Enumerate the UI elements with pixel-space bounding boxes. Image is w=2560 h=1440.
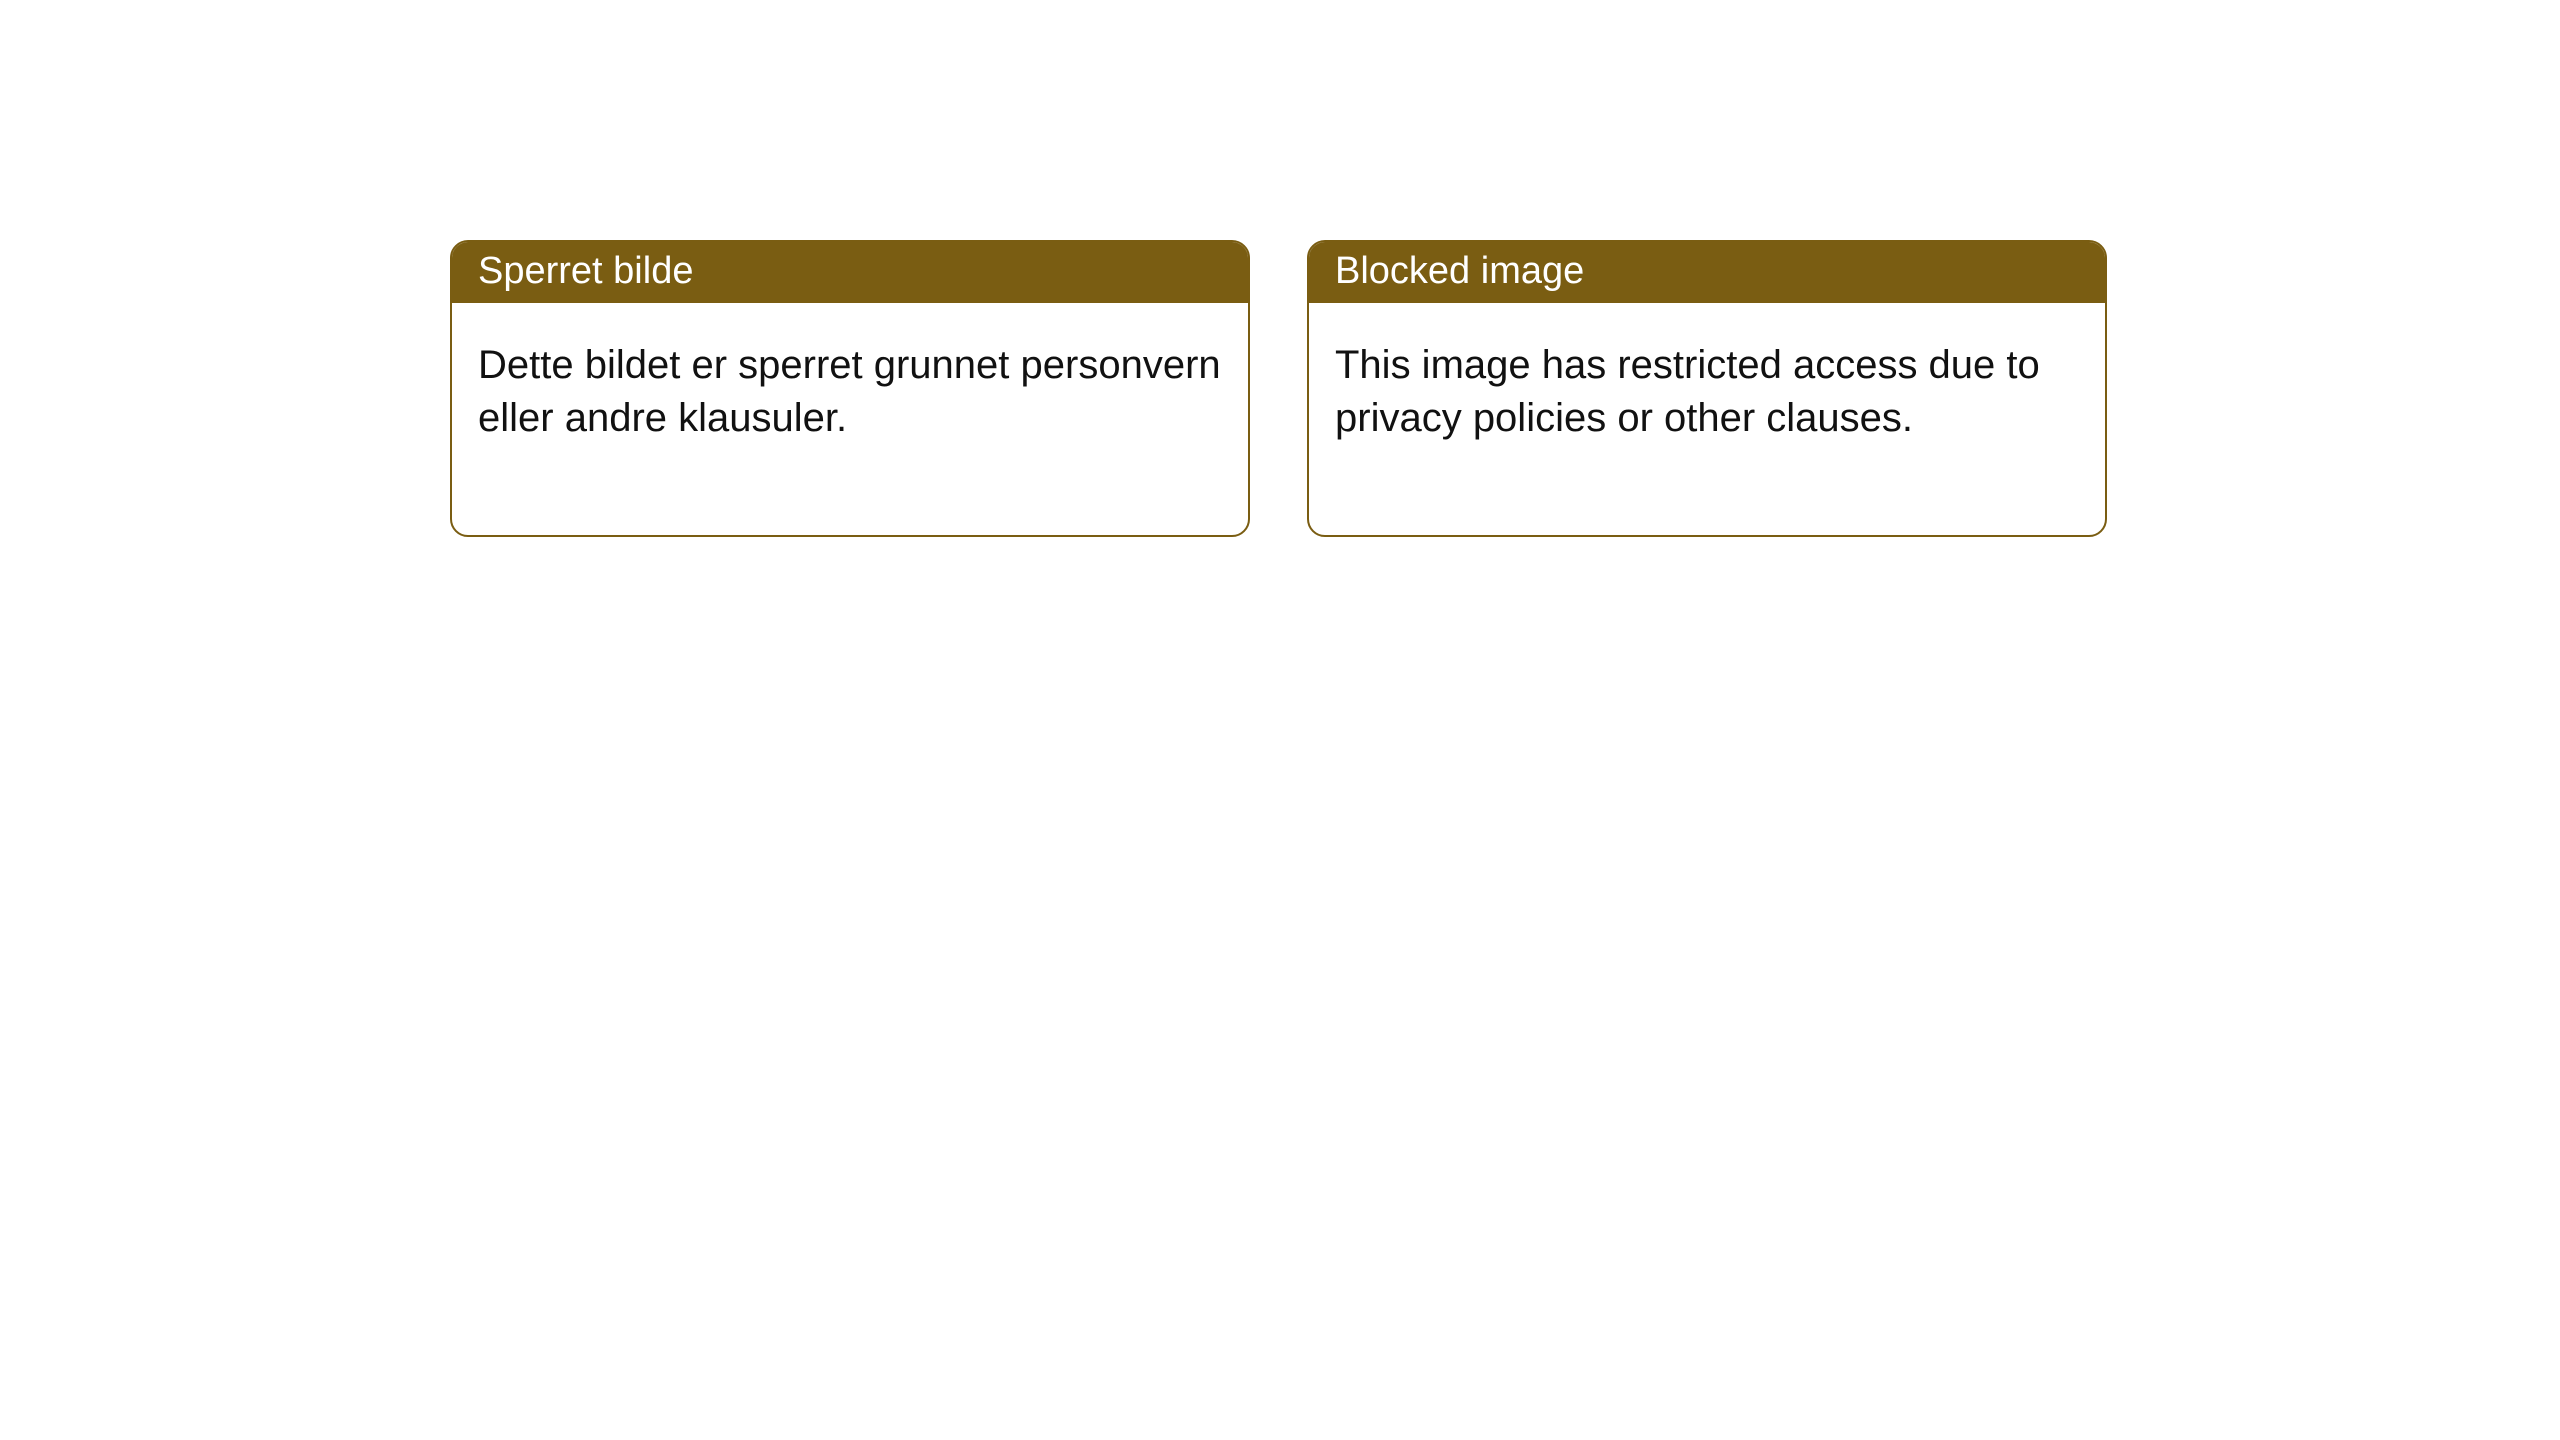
card-body: Dette bildet er sperret grunnet personve…: [452, 303, 1248, 535]
notice-cards-container: Sperret bilde Dette bildet er sperret gr…: [450, 240, 2107, 537]
card-header: Blocked image: [1309, 242, 2105, 303]
card-body: This image has restricted access due to …: [1309, 303, 2105, 535]
card-header: Sperret bilde: [452, 242, 1248, 303]
notice-card-english: Blocked image This image has restricted …: [1307, 240, 2107, 537]
notice-card-norwegian: Sperret bilde Dette bildet er sperret gr…: [450, 240, 1250, 537]
